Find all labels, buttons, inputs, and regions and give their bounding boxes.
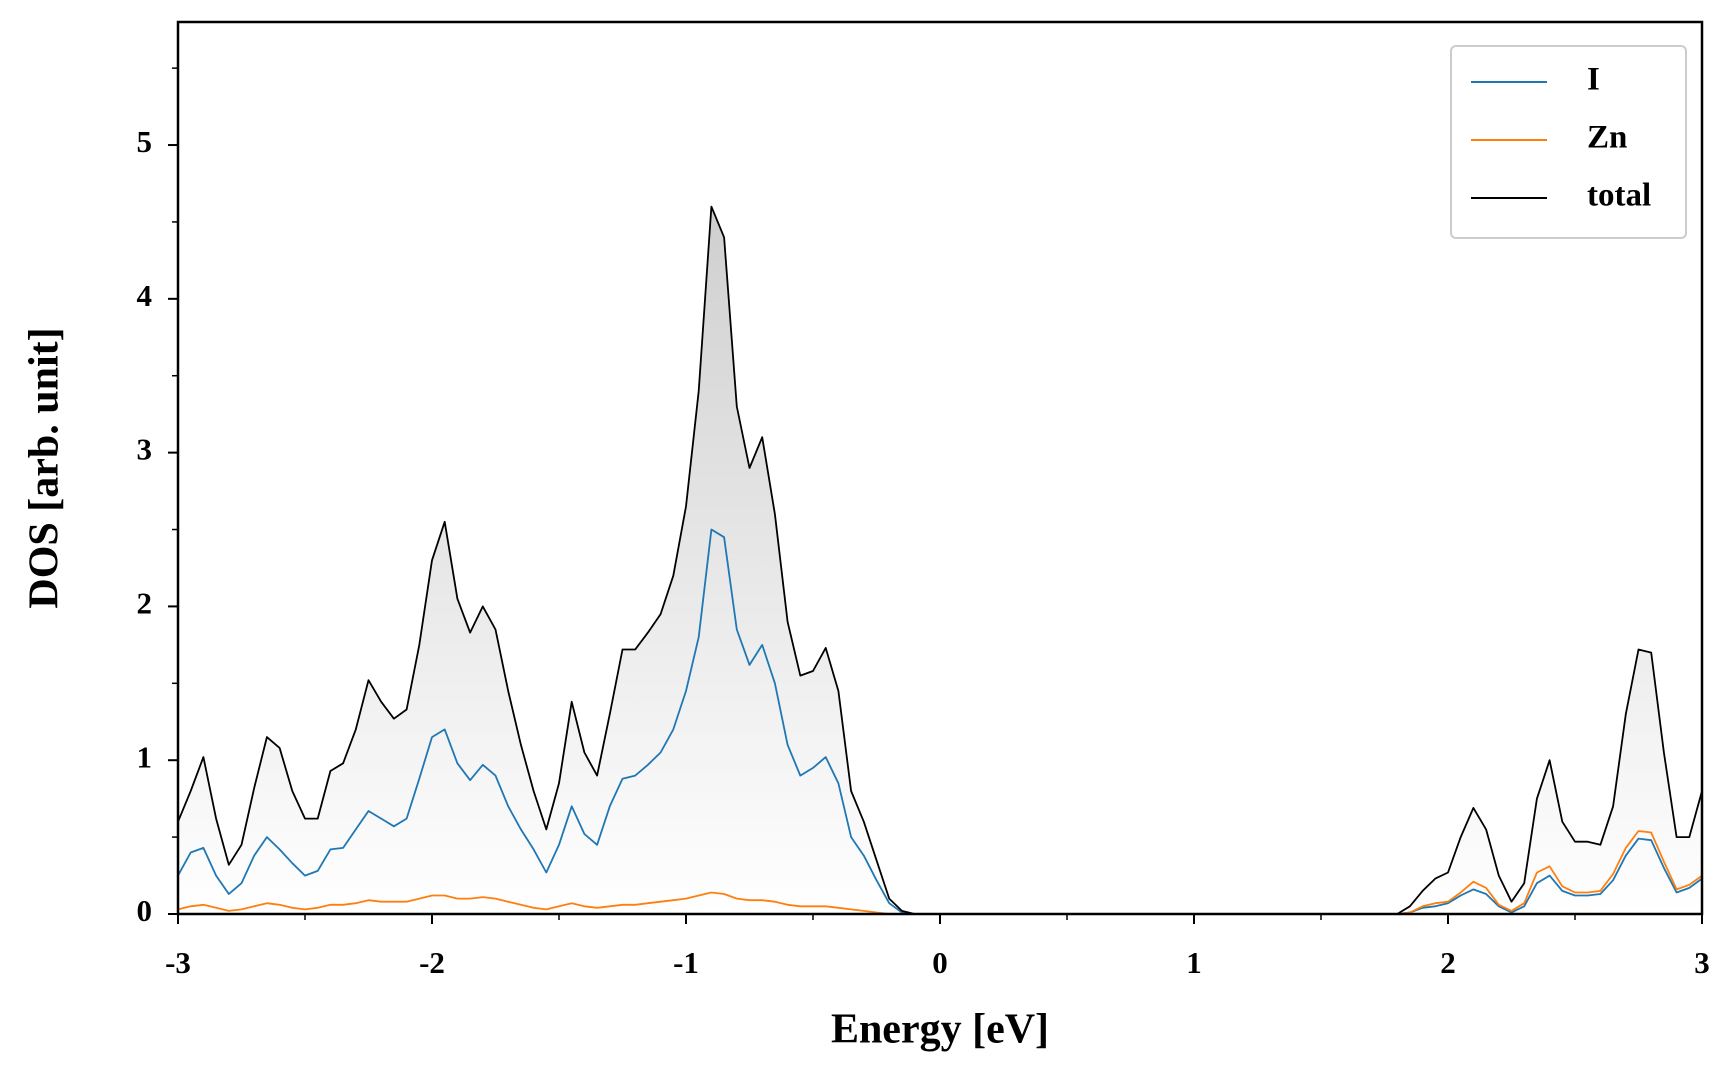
- x-tick-label: -1: [673, 945, 699, 980]
- x-tick-label: 0: [932, 945, 948, 980]
- y-tick-label: 4: [137, 278, 153, 313]
- legend-label: Zn: [1587, 120, 1627, 156]
- y-tick-label: 2: [137, 586, 153, 621]
- x-tick-label: -2: [419, 945, 445, 980]
- legend: I Zn total: [1450, 45, 1687, 239]
- y-tick-label: 1: [137, 739, 153, 774]
- y-tick-label: 3: [137, 432, 153, 467]
- x-axis-label: Energy [eV]: [831, 1007, 1049, 1053]
- x-tick-label: 3: [1694, 945, 1710, 980]
- x-tick-label: -3: [165, 945, 191, 980]
- area: [178, 206, 1702, 915]
- y-axis-label: DOS [arb. unit]: [22, 327, 68, 608]
- x-tick-label: 1: [1186, 945, 1202, 980]
- legend-box: [1450, 45, 1687, 239]
- x-tick-label: 2: [1440, 945, 1456, 980]
- legend-label: total: [1587, 178, 1651, 214]
- y-tick-label: 0: [137, 893, 153, 928]
- y-tick-label: 5: [137, 124, 153, 159]
- legend-label: I: [1587, 62, 1600, 98]
